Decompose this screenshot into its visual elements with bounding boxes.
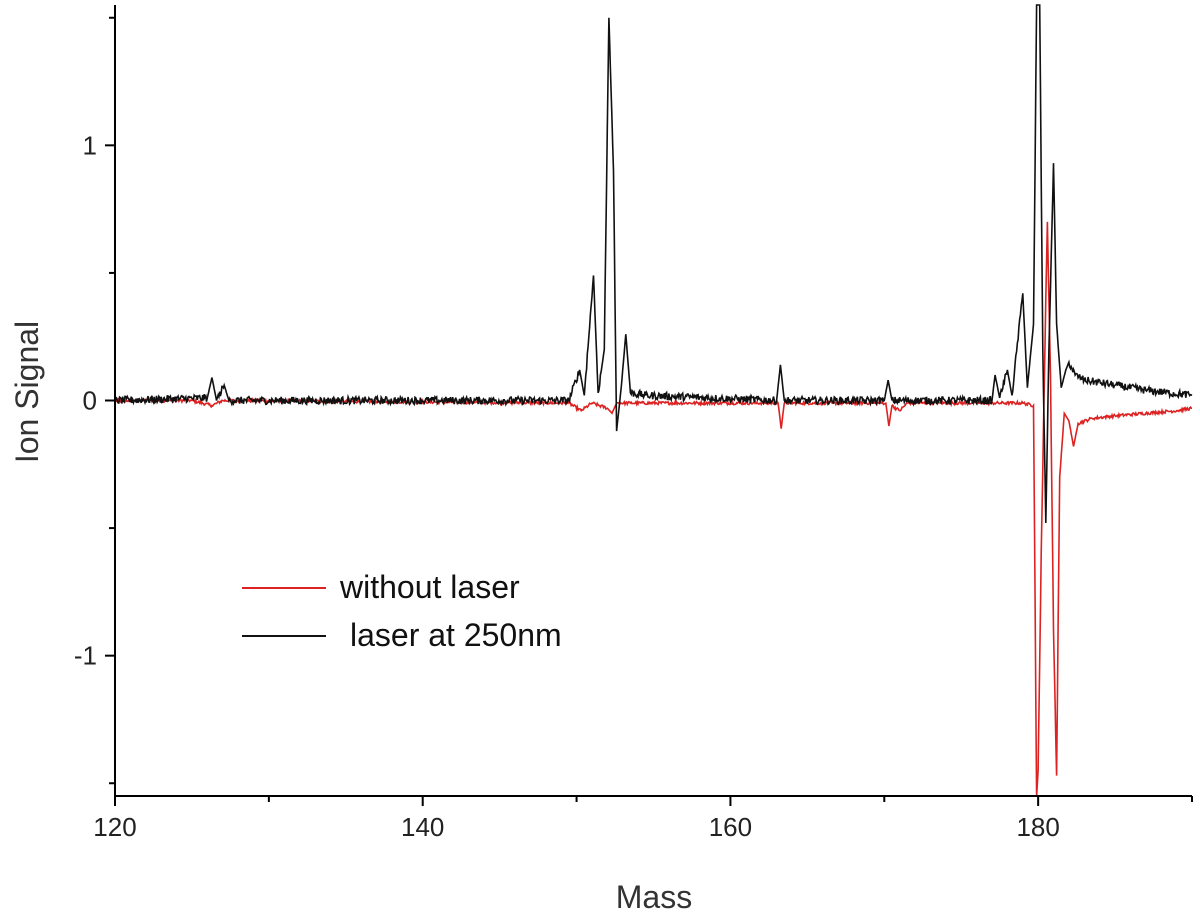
series-line-laser-at-250nm bbox=[114, 4, 1193, 524]
legend-label-without-laser: without laser bbox=[339, 569, 520, 605]
y-axis-ticks: 1 0 -1 bbox=[74, 16, 115, 785]
x-axis-ticks: 120 140 160 180 bbox=[93, 796, 1193, 842]
y-tick-label: -1 bbox=[74, 641, 97, 671]
series-line-without-laser bbox=[114, 221, 1192, 797]
y-tick-label: 0 bbox=[83, 386, 97, 416]
x-tick-label: 140 bbox=[401, 812, 444, 842]
legend: without laser laser at 250nm bbox=[242, 569, 562, 653]
x-axis-title: Mass bbox=[616, 879, 692, 915]
x-tick-label: 120 bbox=[93, 812, 136, 842]
plot-area bbox=[114, 4, 1193, 797]
y-axis-title: Ion Signal bbox=[9, 321, 45, 463]
y-tick-label: 1 bbox=[83, 130, 97, 160]
x-tick-label: 160 bbox=[709, 812, 752, 842]
x-tick-label: 180 bbox=[1016, 812, 1059, 842]
legend-label-laser-at-250nm: laser at 250nm bbox=[350, 617, 562, 653]
series-layer bbox=[114, 4, 1193, 797]
